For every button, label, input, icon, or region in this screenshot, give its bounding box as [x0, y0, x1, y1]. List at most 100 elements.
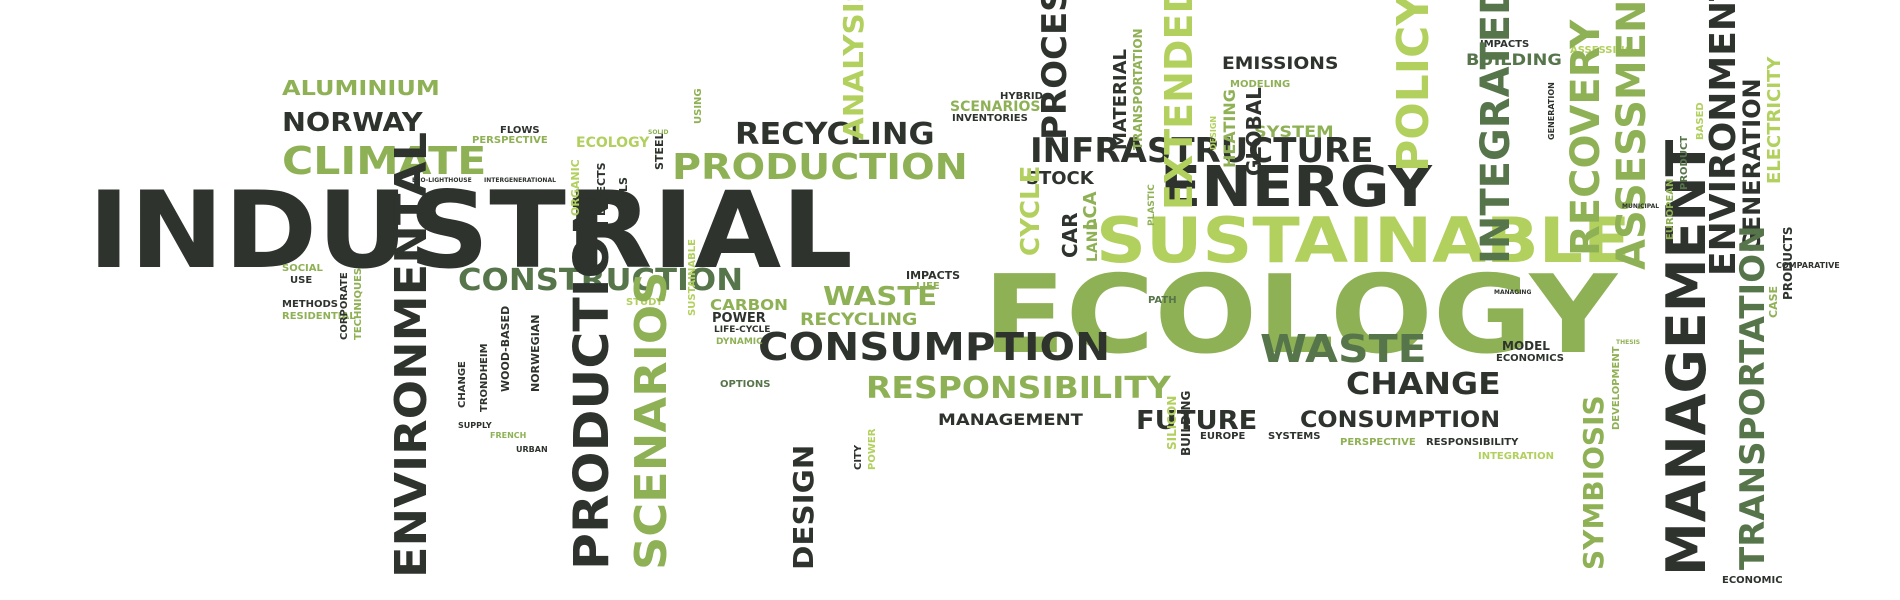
cloud-word: INFRASTRUCTURE	[1030, 131, 1374, 171]
cloud-word: EXTENDED	[1157, 0, 1201, 210]
cloud-word: PATH	[1148, 295, 1177, 306]
cloud-word: MUNICIPAL	[1622, 203, 1660, 210]
cloud-word: CITY	[853, 444, 864, 470]
cloud-word: SCENARIOS	[626, 271, 677, 570]
cloud-word: MANAGEMENT	[938, 410, 1083, 429]
cloud-word: DESIGN	[1209, 115, 1218, 150]
cloud-word: INTERGENERATIONAL	[484, 177, 556, 184]
cloud-word: NORWEGIAN	[529, 314, 542, 392]
cloud-word: RECOVERY	[1563, 19, 1609, 256]
cloud-word: POWER	[867, 428, 878, 470]
cloud-word: DYNAMIC	[716, 337, 763, 347]
cloud-word: STUDY	[626, 297, 663, 308]
cloud-word: MANAGING	[1494, 289, 1532, 296]
cloud-word: ASSESSING	[1570, 45, 1633, 56]
cloud-word: HYBRID	[1000, 91, 1043, 102]
cloud-word: WOOD-BASED	[499, 305, 512, 392]
cloud-word: NORWAY	[282, 108, 423, 138]
cloud-word: DEVELOPMENT	[1611, 346, 1622, 430]
cloud-word: SYSTEMS	[1268, 431, 1321, 442]
cloud-word: CLIMATE	[282, 139, 487, 183]
cloud-word: PROCESS	[1035, 0, 1075, 140]
cloud-word: IMPACTS	[906, 269, 961, 282]
cloud-word: SYSTEM	[1254, 122, 1334, 141]
cloud-word: ECONOMICS	[1496, 353, 1564, 364]
cloud-word: CONSTRUCTION	[458, 263, 744, 298]
cloud-word: TECHNIQUES	[353, 267, 364, 340]
cloud-word: ENVIRONMENTAL	[386, 131, 437, 578]
cloud-word: STEEL	[653, 132, 666, 170]
cloud-word: GLOBAL	[1242, 87, 1266, 176]
cloud-word: INDUSTRIAL	[88, 169, 853, 292]
cloud-word: OPTIONS	[720, 379, 771, 390]
cloud-word: WASTE	[823, 282, 938, 312]
cloud-word: FLOWS	[500, 125, 540, 136]
cloud-word: POLICY	[1388, 0, 1439, 172]
cloud-word: CONSUMPTION	[758, 325, 1111, 369]
cloud-word: URBAN	[516, 445, 548, 454]
cloud-word: STOCK	[1026, 168, 1094, 189]
cloud-word: TRANSPORTATION	[1131, 28, 1145, 150]
cloud-word: DESIGN	[787, 444, 820, 570]
cloud-word: HEATING	[1220, 89, 1239, 168]
cloud-word: SOCIAL	[282, 263, 323, 274]
cloud-word: SILICON	[1165, 395, 1179, 450]
cloud-word: IMPACTS	[1480, 39, 1530, 50]
cloud-word: THESIS	[1616, 339, 1641, 346]
cloud-word: FRENCH	[490, 431, 527, 440]
cloud-word: SUSTAINABLE	[687, 239, 698, 316]
cloud-word: CHANGE	[1346, 367, 1501, 402]
cloud-word: INVENTORIES	[952, 113, 1028, 124]
cloud-word: POWER	[712, 311, 766, 326]
cloud-word: CARBON	[710, 296, 788, 314]
cloud-word: SCENARIOS	[950, 99, 1041, 115]
cloud-word: ALUMINIUM	[282, 76, 440, 100]
cloud-word: BUILDING	[1466, 50, 1562, 69]
cloud-word: ASSESSMENT	[1609, 0, 1655, 270]
cloud-word: FUELS	[617, 177, 630, 216]
cloud-word: MODEL	[1502, 339, 1550, 353]
cloud-word: PERSPECTIVE	[472, 135, 548, 146]
cloud-word: MATERIAL	[1110, 49, 1131, 150]
cloud-word: ELECTRICITY	[1764, 56, 1785, 184]
cloud-word: WASTE	[1260, 327, 1427, 371]
cloud-word: CASE	[1767, 285, 1780, 318]
cloud-word: USING	[693, 88, 704, 124]
cloud-word: ORGANIC	[569, 159, 582, 216]
cloud-word: ECONOMIC	[1722, 575, 1783, 586]
cloud-word: CORPORATE	[339, 272, 350, 340]
cloud-word: FUTURE	[1136, 406, 1258, 436]
cloud-word: SUSTAINABLE	[1096, 204, 1631, 277]
cloud-word: RESPONSIBILITY	[866, 371, 1171, 406]
cloud-word: RECYCLING	[735, 117, 935, 152]
cloud-word: SUPPLY	[458, 421, 492, 430]
cloud-word: INTEGRATION	[1478, 451, 1555, 462]
cloud-word: LIFE-CYCLE	[714, 325, 771, 335]
cloud-word: METHODS	[282, 299, 338, 310]
cloud-word: LAND	[1085, 218, 1101, 262]
cloud-word: COMPARATIVE	[1776, 261, 1840, 270]
cloud-word: TRONDHEIM	[479, 343, 490, 412]
cloud-word: CONSUMPTION	[1300, 408, 1501, 433]
cloud-word: MODELING	[1230, 79, 1291, 90]
cloud-word: EFFECTS	[595, 162, 608, 216]
cloud-word: PRODUCTION	[672, 147, 968, 188]
cloud-word: EUROPEAN	[1665, 178, 1676, 240]
cloud-word: GENERATION	[1547, 82, 1556, 140]
cloud-word: SYMBIOSIS	[1577, 395, 1610, 570]
cloud-word: PRODUCT	[1679, 135, 1690, 190]
cloud-word: BUILDING	[1179, 390, 1193, 456]
cloud-word: ANALYSIS	[837, 0, 870, 141]
cloud-word: ECOLOGY	[576, 135, 650, 151]
cloud-word: CYCLE	[1016, 165, 1046, 256]
cloud-word: USE	[290, 275, 313, 286]
cloud-word: RESPONSIBILITY	[1426, 437, 1519, 448]
cloud-word: BASED	[1695, 102, 1706, 140]
cloud-word: INTEGRATED	[1473, 0, 1519, 264]
cloud-word: LIFE	[916, 281, 940, 292]
cloud-word: PERSPECTIVE	[1340, 437, 1416, 448]
cloud-word: CHANGE	[457, 361, 468, 408]
cloud-word: CAR	[1058, 212, 1082, 258]
cloud-word: EMISSIONS	[1222, 54, 1339, 74]
